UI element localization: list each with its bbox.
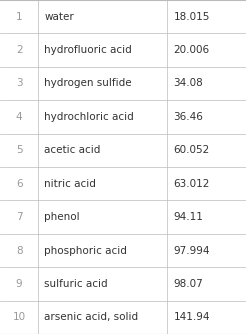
Text: 18.015: 18.015 [173, 12, 210, 22]
Text: 36.46: 36.46 [173, 112, 203, 122]
Text: acetic acid: acetic acid [44, 145, 101, 155]
Text: 34.08: 34.08 [173, 78, 203, 89]
Text: 94.11: 94.11 [173, 212, 203, 222]
Text: 3: 3 [16, 78, 22, 89]
Text: 60.052: 60.052 [173, 145, 210, 155]
Text: arsenic acid, solid: arsenic acid, solid [44, 312, 138, 322]
Text: 6: 6 [16, 179, 22, 189]
Text: water: water [44, 12, 74, 22]
Text: 7: 7 [16, 212, 22, 222]
Text: 141.94: 141.94 [173, 312, 210, 322]
Text: 97.994: 97.994 [173, 245, 210, 256]
Text: 9: 9 [16, 279, 22, 289]
Text: 63.012: 63.012 [173, 179, 210, 189]
Text: phenol: phenol [44, 212, 80, 222]
Text: 98.07: 98.07 [173, 279, 203, 289]
Text: 2: 2 [16, 45, 22, 55]
Text: phosphoric acid: phosphoric acid [44, 245, 127, 256]
Text: hydrogen sulfide: hydrogen sulfide [44, 78, 132, 89]
Text: 10: 10 [13, 312, 26, 322]
Text: 5: 5 [16, 145, 22, 155]
Text: hydrofluoric acid: hydrofluoric acid [44, 45, 132, 55]
Text: 20.006: 20.006 [173, 45, 210, 55]
Text: 4: 4 [16, 112, 22, 122]
Text: hydrochloric acid: hydrochloric acid [44, 112, 134, 122]
Text: 8: 8 [16, 245, 22, 256]
Text: sulfuric acid: sulfuric acid [44, 279, 108, 289]
Text: nitric acid: nitric acid [44, 179, 96, 189]
Text: 1: 1 [16, 12, 22, 22]
